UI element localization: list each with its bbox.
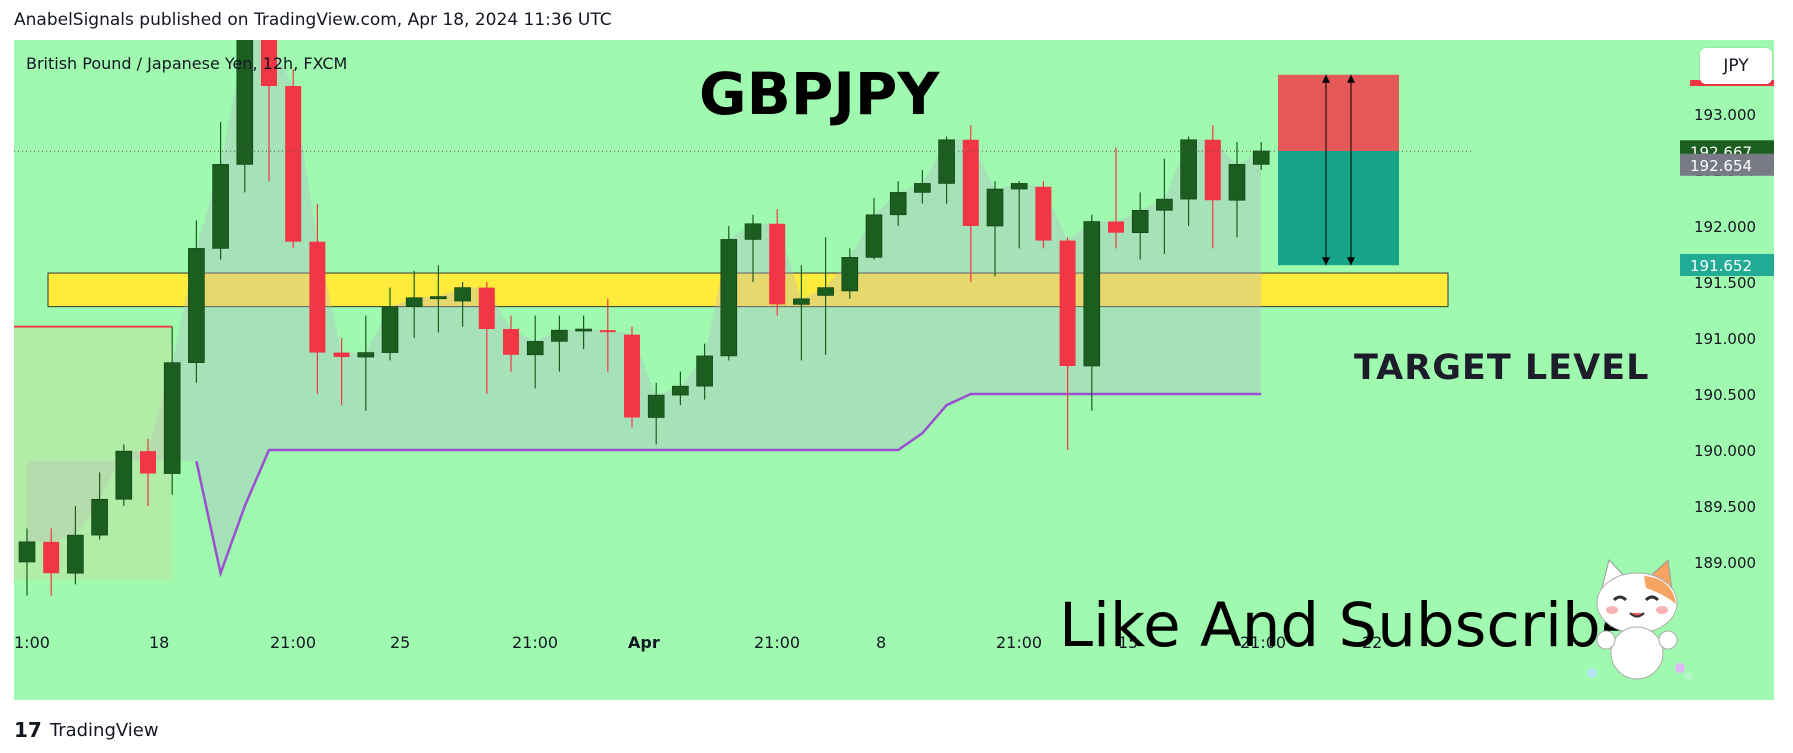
- candle: [163, 362, 181, 474]
- candle: [236, 40, 254, 165]
- y-tick-label: 190.500: [1694, 386, 1756, 404]
- candle: [91, 498, 108, 536]
- candle: [841, 257, 859, 292]
- candle: [357, 352, 375, 358]
- candle: [962, 139, 979, 226]
- candle: [18, 541, 36, 563]
- y-tick-label: 193.000: [1694, 106, 1756, 124]
- candle: [261, 40, 277, 86]
- candle: [309, 241, 326, 353]
- x-tick-label: 15: [1118, 633, 1138, 652]
- candle: [1180, 139, 1197, 200]
- candle: [285, 86, 302, 242]
- candle: [43, 541, 60, 574]
- price-badge: [1680, 253, 1774, 276]
- candle: [430, 296, 447, 300]
- symbol-label: British Pound / Japanese Yen, 12h, FXCM: [26, 54, 348, 73]
- price-badge-label: 192.654: [1690, 157, 1752, 175]
- x-tick-label: 18: [149, 633, 169, 652]
- tradingview-logo[interactable]: 𝟭𝟳 TradingView: [14, 718, 159, 742]
- publish-info: AnabelSignals published on TradingView.c…: [14, 10, 612, 30]
- like-subscribe-label: Like And Subscribe: [1059, 590, 1639, 661]
- candle: [140, 451, 156, 474]
- candle: [986, 188, 1004, 227]
- arrow-head: [1347, 74, 1355, 83]
- candle: [115, 450, 133, 500]
- candle: [889, 192, 907, 216]
- take-profit-zone: [1278, 150, 1399, 266]
- candle: [1010, 183, 1028, 190]
- candle: [1131, 210, 1149, 234]
- candle: [672, 385, 689, 396]
- candle: [526, 341, 544, 356]
- candle: [1108, 221, 1124, 233]
- candle: [381, 306, 399, 353]
- candle: [1156, 198, 1173, 211]
- price-badge: [1680, 153, 1774, 176]
- candle: [1083, 221, 1101, 367]
- x-tick-label: 1:00: [14, 633, 50, 652]
- candle: [647, 394, 665, 418]
- brand-name: TradingView: [49, 719, 159, 741]
- cat-mascot-icon: [1587, 558, 1692, 680]
- candle: [1035, 186, 1052, 241]
- x-tick-label: 8: [876, 633, 886, 652]
- x-tick-label: 21:00: [1240, 633, 1286, 652]
- x-tick-label: 21:00: [996, 633, 1042, 652]
- candle: [212, 164, 229, 249]
- candle: [793, 298, 810, 305]
- stop-loss-zone: [1278, 74, 1399, 151]
- candle: [478, 287, 495, 330]
- candle: [405, 297, 423, 307]
- candle: [454, 287, 471, 302]
- price-badge-label: 191.652: [1690, 257, 1752, 275]
- arrow-head: [1322, 74, 1330, 83]
- candle: [744, 223, 762, 240]
- candle: [696, 355, 713, 387]
- candle: [575, 328, 592, 332]
- chart-canvas[interactable]: 193.000192.500192.000191.500191.000190.5…: [14, 40, 1774, 700]
- candle: [333, 352, 350, 358]
- candle: [188, 248, 205, 363]
- candle: [769, 223, 786, 305]
- tradingview-logo-icon: 𝟭𝟳: [14, 718, 42, 742]
- candle: [551, 329, 568, 342]
- candle: [67, 534, 84, 574]
- x-tick-label: 21:00: [512, 633, 558, 652]
- candle: [720, 239, 738, 357]
- x-tick-label: 21:00: [270, 633, 316, 652]
- y-tick-label: 191.000: [1694, 330, 1756, 348]
- candle: [599, 330, 616, 333]
- candle: [1252, 150, 1270, 165]
- candle: [1059, 240, 1076, 366]
- x-tick-label: 21:00: [754, 633, 800, 652]
- target-level-label: TARGET LEVEL: [1354, 348, 1650, 388]
- lower-band-line: [195, 392, 1262, 578]
- candle: [938, 139, 955, 184]
- arrow-head: [1322, 257, 1330, 266]
- y-tick-label: 189.000: [1694, 554, 1756, 572]
- candle: [865, 214, 883, 258]
- y-tick-label: 189.500: [1694, 498, 1756, 516]
- candle: [624, 334, 640, 418]
- candle: [1204, 139, 1221, 201]
- currency-button[interactable]: JPY: [1700, 48, 1772, 84]
- candle: [914, 183, 931, 193]
- x-tick-label: 25: [390, 633, 410, 652]
- candle: [1228, 164, 1246, 201]
- y-tick-label: 192.000: [1694, 218, 1756, 236]
- y-tick-label: 190.000: [1694, 442, 1756, 460]
- support-zone: [47, 272, 1449, 308]
- candle: [817, 287, 834, 296]
- y-tick-label: 191.500: [1694, 274, 1756, 292]
- x-tick-label: 22: [1362, 633, 1382, 652]
- arrow-head: [1347, 257, 1355, 266]
- x-tick-label: Apr: [628, 633, 660, 652]
- chart-title: GBPJPY: [699, 60, 940, 128]
- chart-area[interactable]: 193.000192.500192.000191.500191.000190.5…: [14, 40, 1774, 700]
- candle: [503, 329, 519, 355]
